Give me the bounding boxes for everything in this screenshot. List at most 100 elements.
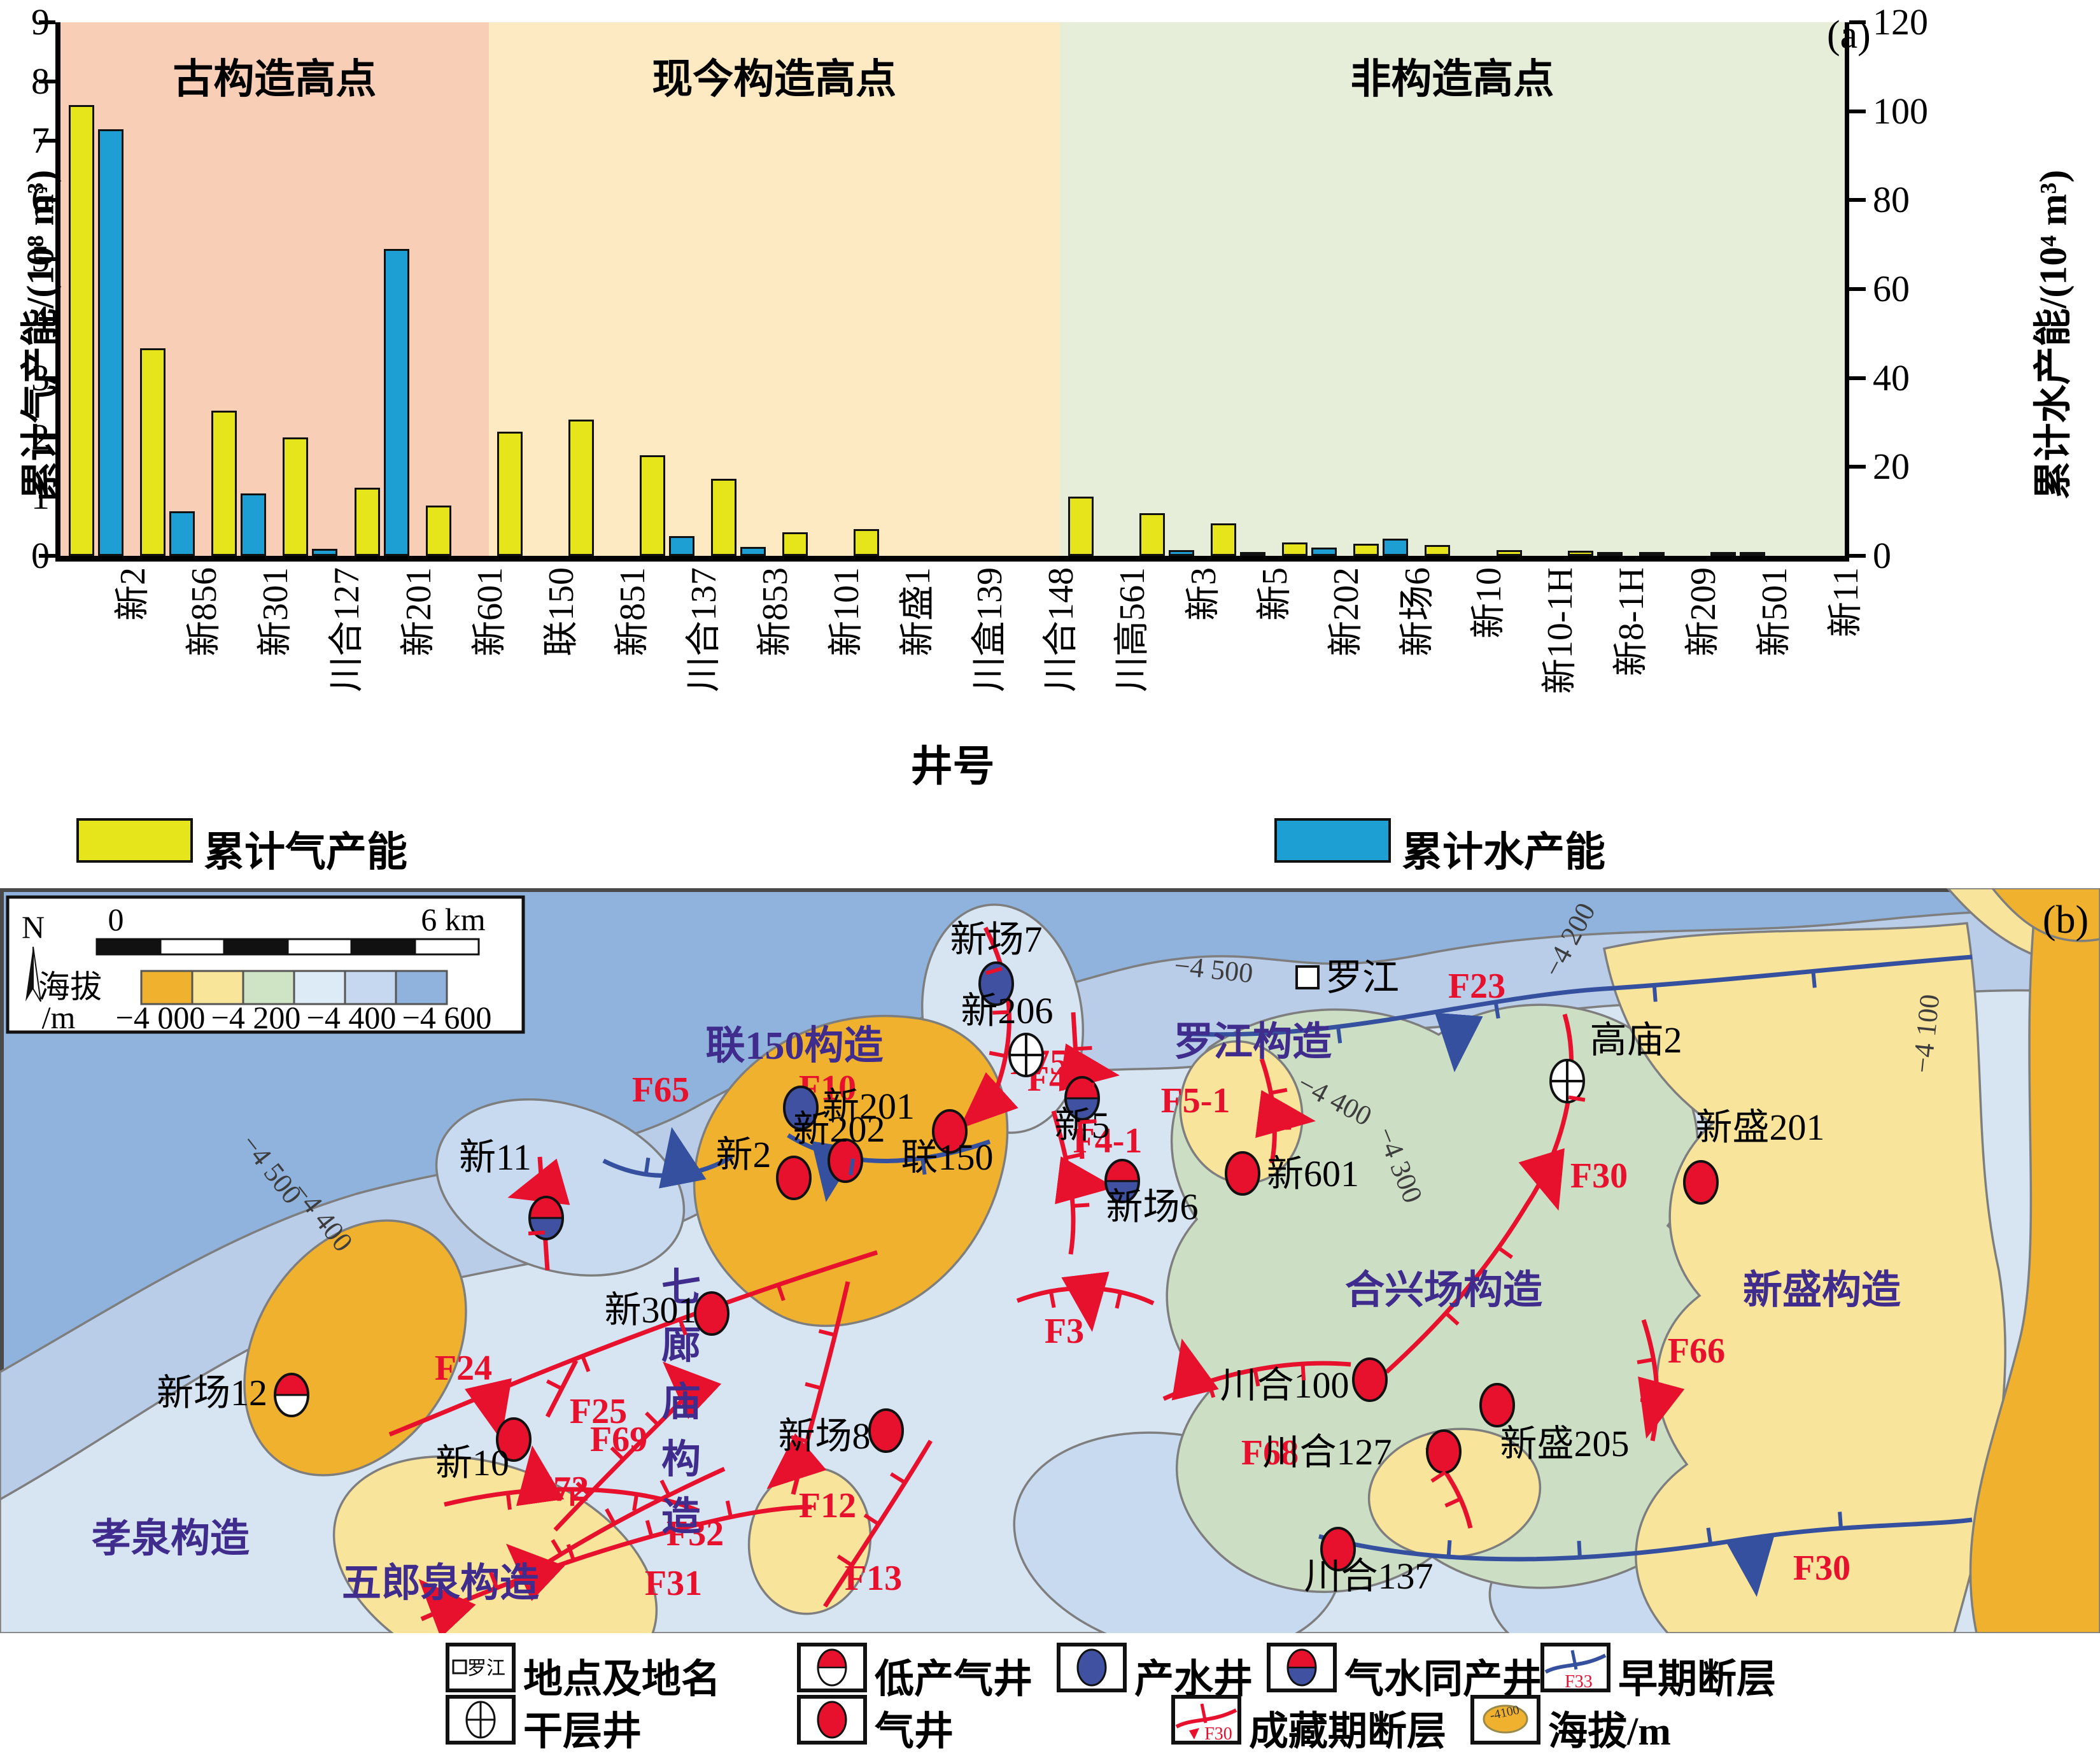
x-label-新5: 新5	[1257, 567, 1293, 621]
svg-text:新5: 新5	[1054, 1105, 1110, 1146]
x-label-新202: 新202	[1328, 567, 1365, 656]
svg-text:0: 0	[108, 902, 124, 937]
elev-tick-label: −4 200	[211, 1000, 301, 1035]
fault-label-F3: F3	[1045, 1312, 1084, 1351]
fault-tick	[1496, 1002, 1498, 1019]
fault-tick	[1449, 1540, 1450, 1557]
left-tick-label: 9	[0, 4, 50, 41]
water-legend-label: 累计水产能	[1402, 819, 1605, 878]
svg-text:6 km: 6 km	[421, 902, 486, 937]
fault-tick	[1654, 985, 1656, 1002]
x-label-新8-1H: 新8-1H	[1614, 567, 1651, 676]
legend-symbol-dry-icon	[446, 1695, 516, 1745]
svg-text:新601: 新601	[1267, 1153, 1359, 1194]
svg-text:新盛205: 新盛205	[1500, 1423, 1629, 1464]
gas-bar-新3	[1139, 513, 1165, 556]
svg-text:罗江: 罗江	[467, 1658, 505, 1679]
gas-bar-新851	[568, 420, 594, 556]
svg-text:高庙2: 高庙2	[1589, 1019, 1682, 1061]
x-label-川高561: 川高561	[1114, 567, 1151, 692]
fault-label-F13: F13	[845, 1559, 902, 1598]
svg-text:新202: 新202	[793, 1108, 885, 1150]
map-legend-label: 气井	[875, 1699, 954, 1756]
structure-label: 孝泉构造	[92, 1517, 250, 1561]
gas-bar-新201	[355, 488, 380, 556]
fault-label-F30: F30	[1570, 1156, 1628, 1196]
fault-label-F23: F23	[1448, 967, 1505, 1006]
well-新场12: 新场12	[157, 1372, 308, 1416]
gas-bar-新盛1	[854, 529, 879, 556]
gas-bar-新10-1H	[1497, 550, 1522, 556]
fault-tick	[850, 1159, 853, 1175]
right-tick-label: 100	[1873, 93, 1994, 130]
fault-tick	[1568, 1097, 1585, 1100]
x-label-新11: 新11	[1828, 567, 1864, 637]
water-bar-新场6	[1383, 539, 1408, 556]
right-tick	[1849, 198, 1866, 202]
zone-band-0: 古构造高点	[60, 22, 489, 556]
water-bar-新856	[169, 511, 195, 556]
north-label: N	[22, 909, 45, 945]
fault-label-F72: F72	[532, 1469, 589, 1509]
x-label-新301: 新301	[257, 567, 294, 656]
x-label-新盛1: 新盛1	[899, 567, 936, 656]
structure-label: 新盛构造	[1743, 1268, 1901, 1312]
svg-text:新盛201: 新盛201	[1695, 1107, 1824, 1148]
fault-tick	[526, 1194, 542, 1196]
fault-label-F31: F31	[645, 1564, 702, 1603]
fault-tick	[634, 1494, 637, 1511]
well-新601: 新601	[1226, 1152, 1359, 1194]
x-label-川合127: 川合127	[328, 567, 365, 692]
gas-bar-川高561	[1068, 497, 1094, 556]
scalebar-segment	[160, 939, 224, 954]
right-tick-label: 60	[1873, 271, 1994, 308]
scalebar-segment	[415, 939, 479, 954]
right-tick	[1849, 376, 1866, 380]
water-bar-新2	[98, 129, 123, 556]
elev-tick-label: −4 600	[402, 1000, 492, 1035]
gas-bar-新5	[1211, 523, 1236, 556]
x-label-川合137: 川合137	[686, 567, 722, 692]
gas-legend-swatch	[76, 818, 193, 863]
fault-label-F24: F24	[435, 1349, 492, 1388]
svg-text:新场6: 新场6	[1106, 1186, 1198, 1228]
fault-tick	[646, 1158, 649, 1174]
x-label-新601: 新601	[472, 567, 509, 656]
y-axis-right-title: 累计水产能/(10⁴ m³)	[2022, 61, 2078, 609]
fault-tick	[1840, 1512, 1841, 1528]
x-label-新201: 新201	[400, 567, 437, 656]
x-label-新10-1H: 新10-1H	[1542, 567, 1579, 694]
gas-bar-新601	[426, 506, 451, 556]
fault-label-F65: F65	[632, 1070, 689, 1110]
fault-tick	[1709, 1528, 1711, 1545]
water-bar-川合137	[669, 536, 694, 556]
legend-symbol-gas_water-icon	[1267, 1643, 1337, 1692]
water-bar-新3	[1169, 550, 1194, 556]
x-label-新853: 新853	[757, 567, 794, 656]
svg-text:F33: F33	[1565, 1672, 1593, 1692]
svg-text:联150: 联150	[901, 1136, 993, 1178]
structure-label: 五郎泉构造	[342, 1561, 539, 1605]
plot-area: 古构造高点现今构造高点非构造高点	[60, 22, 1845, 556]
right-tick-label: 0	[1873, 537, 1994, 574]
svg-text:川合137: 川合137	[1304, 1555, 1433, 1597]
x-axis	[55, 556, 1849, 562]
x-label-新2: 新2	[115, 567, 152, 621]
fault-tick	[1078, 1084, 1094, 1086]
legend-symbol-gas-icon	[797, 1695, 867, 1745]
fault-tick	[922, 1158, 925, 1175]
zone-title: 古构造高点	[60, 46, 489, 105]
fault-label-F25: F25	[570, 1392, 627, 1431]
elev-tick-label: −4 000	[116, 1000, 206, 1035]
well-川合127: 川合127	[1262, 1431, 1460, 1473]
water-bar-新853	[740, 547, 766, 556]
fault-tick	[1338, 1027, 1340, 1044]
map-legend-label: 成藏期断层	[1249, 1699, 1446, 1756]
svg-text:新2: 新2	[715, 1134, 771, 1175]
zone-title: 非构造高点	[1060, 46, 1845, 105]
elev-tick-label: −4 400	[307, 1000, 397, 1035]
svg-text:川合127: 川合127	[1262, 1431, 1392, 1473]
